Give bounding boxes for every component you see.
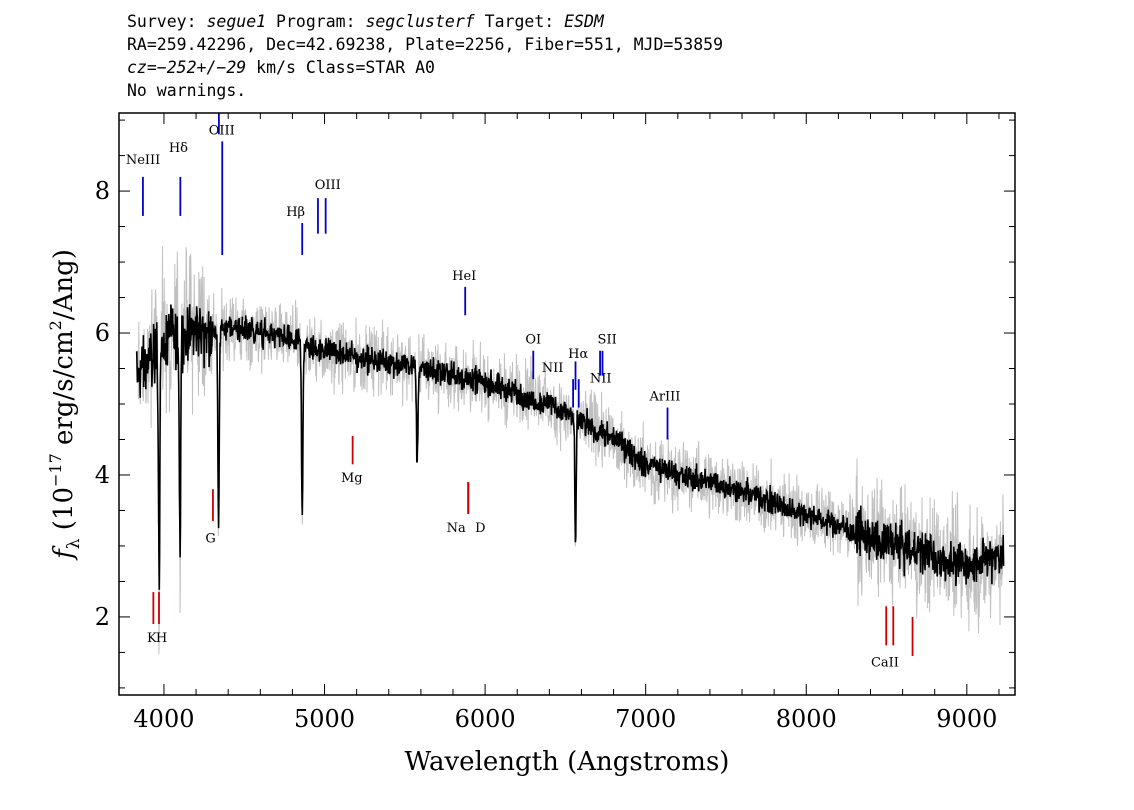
emission-line-label: ArIII: [648, 389, 680, 404]
y-axis-units-c: /Ang): [49, 249, 79, 320]
emission-line-label: SII: [598, 333, 617, 348]
emission-line-label: NII: [542, 361, 564, 376]
absorption-line-label: CaII: [871, 656, 899, 671]
x-tick-label: 8000: [776, 705, 837, 733]
y-axis-subscript: λ: [64, 538, 84, 549]
y-tick-label: 8: [95, 177, 110, 205]
absorption-line-label: K: [147, 631, 157, 646]
header-line-survey: Survey: segue1 Program: segclusterf Targ…: [127, 10, 723, 33]
axis-ticks: 4000 5000 6000 7000 8000 9000 2 4 6 8: [95, 113, 1015, 733]
noise-line: [136, 246, 1005, 655]
emission-line-label: Hδ: [169, 141, 188, 156]
header-line-coordinates: RA=259.42296, Dec=42.69238, Plate=2256, …: [127, 35, 724, 54]
noise-envelope: [136, 246, 1005, 655]
class-value: km/s Class=STAR A0: [246, 58, 435, 77]
absorption-line-label: D: [475, 521, 485, 536]
survey-value: segue1: [206, 12, 267, 31]
x-axis-title: Wavelength (Angstroms): [405, 747, 730, 777]
y-tick-label: 4: [95, 461, 110, 489]
target-label: Target:: [474, 12, 565, 31]
absorption-line-label: Na: [447, 521, 466, 536]
x-tick-label: 7000: [615, 705, 676, 733]
program-value: segclusterf: [365, 12, 475, 31]
absorption-line-label: G: [205, 531, 215, 546]
y-axis-units-b: erg/s/cm: [49, 330, 79, 453]
absorption-line-label: H: [156, 631, 167, 646]
spectrum-header: Survey: segue1 Program: segclusterf Targ…: [127, 10, 723, 102]
y-axis-units-a: (10: [49, 487, 79, 539]
cz-value: cz=−252+/−29: [127, 58, 247, 77]
flux-line: [135, 304, 1005, 590]
emission-line-label: OI: [525, 333, 541, 348]
emission-line-label: OIII: [209, 123, 235, 138]
emission-line-label: NII: [590, 372, 612, 387]
absorption-line-label: Mg: [341, 471, 363, 486]
x-tick-label: 4000: [133, 705, 194, 733]
emission-line-label: OIII: [315, 178, 341, 193]
emission-line-label: HeI: [452, 269, 476, 284]
survey-label: Survey:: [127, 12, 207, 31]
header-line-warnings: No warnings.: [127, 81, 247, 100]
emission-line-label: Hβ: [286, 205, 305, 220]
x-tick-label: 6000: [455, 705, 516, 733]
emission-line-label: Hα: [568, 347, 588, 362]
y-axis-exponent: −17: [46, 453, 65, 487]
x-tick-label: 5000: [294, 705, 355, 733]
header-line-redshift: cz=−252+/−29 km/s Class=STAR A0: [127, 56, 723, 79]
x-tick-label: 9000: [936, 705, 997, 733]
flux-series: [135, 304, 1005, 590]
y-tick-label: 2: [95, 603, 110, 631]
y-tick-label: 6: [95, 319, 110, 347]
program-label: Program:: [266, 12, 366, 31]
y-axis-sq: 2: [46, 320, 65, 330]
y-axis-title: fλ (10−17 erg/s/cm2/Ang): [46, 249, 84, 561]
target-value: ESDM: [564, 12, 604, 31]
emission-line-label: NeIII: [126, 153, 160, 168]
